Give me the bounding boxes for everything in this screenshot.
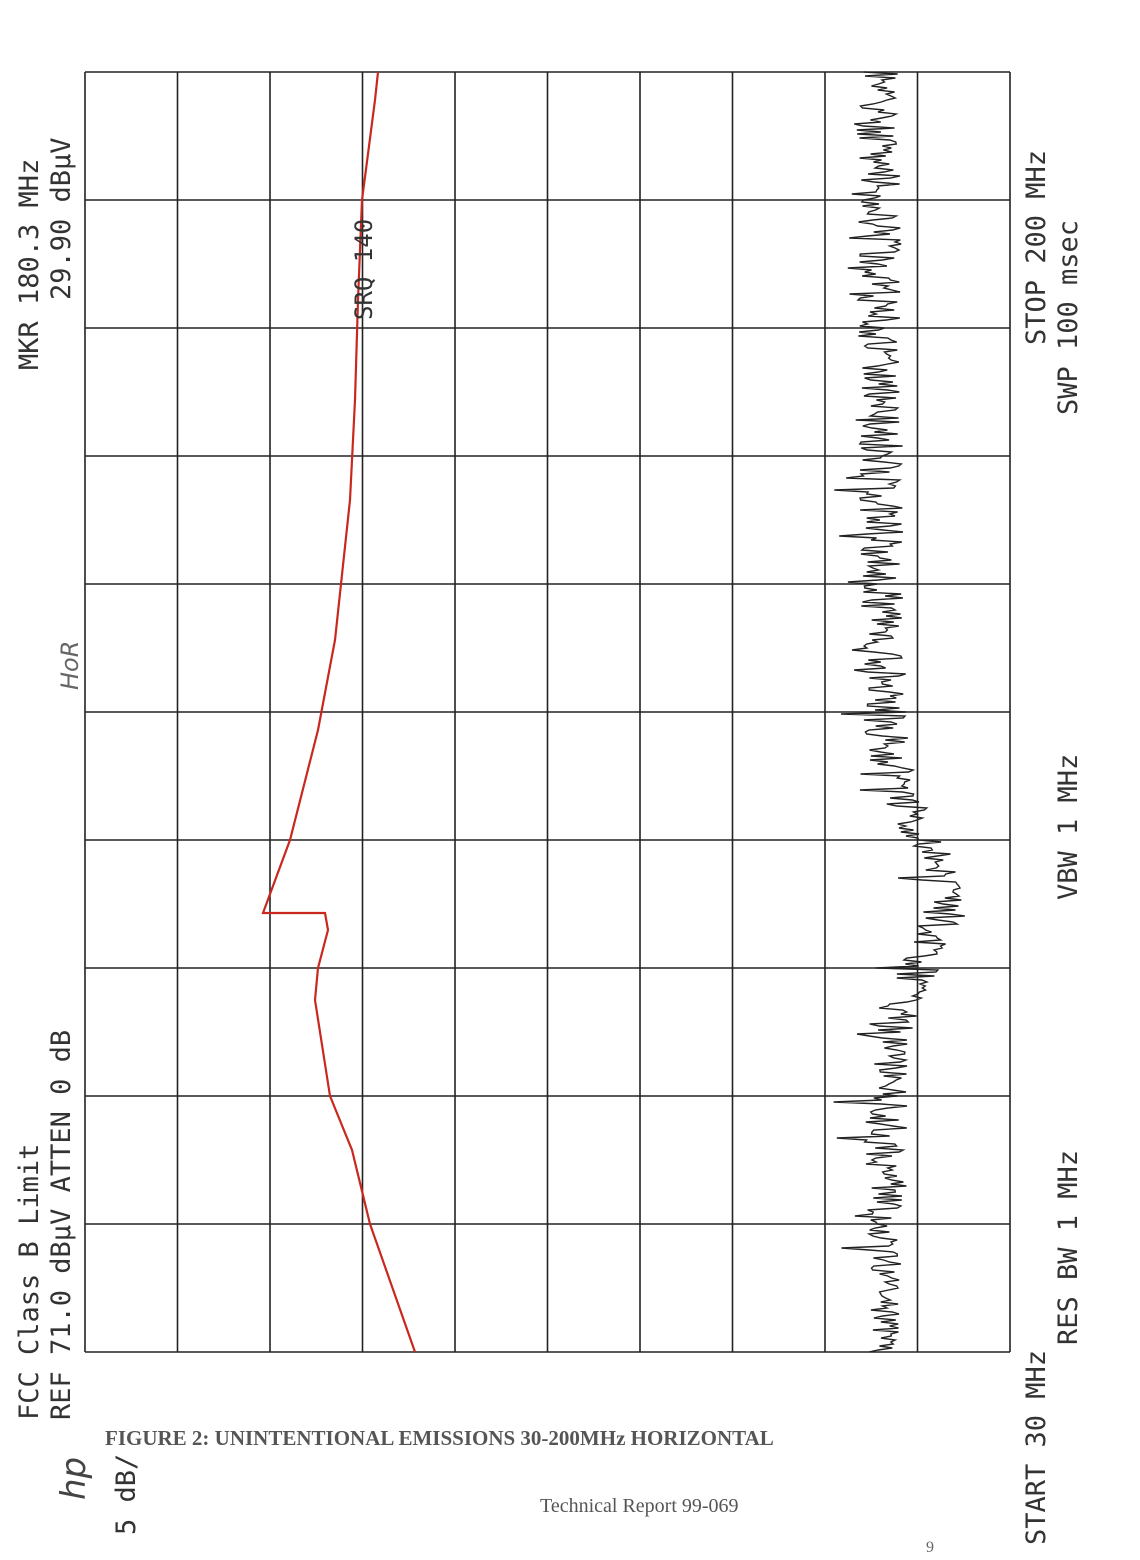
limit-line <box>261 71 417 1353</box>
figure-caption: FIGURE 2: UNINTENTIONAL EMISSIONS 30-200… <box>105 1426 774 1450</box>
emission-trace <box>833 71 965 1353</box>
marker-level: 29.90 dBµV <box>46 137 77 300</box>
sweep-label: SWP 100 msec <box>1053 220 1084 415</box>
handwritten-logo: hp <box>54 1457 94 1500</box>
grid <box>84 71 1011 1353</box>
report-id: Technical Report 99-069 <box>540 1495 739 1517</box>
vbw-label: VBW 1 MHz <box>1053 754 1084 900</box>
header-left: REF 71.0 dBµV ATTEN 0 dB <box>46 1030 77 1420</box>
res-bw-label: RES BW 1 MHz <box>1053 1150 1084 1345</box>
srq-label: SRQ 140 <box>350 219 378 320</box>
marker-frequency: MKR 180.3 MHz <box>14 159 45 370</box>
page-number: 9 <box>926 1539 934 1556</box>
start-label: START 30 MHz <box>1021 1350 1052 1545</box>
scale-label: 5 dB/ <box>111 1454 142 1535</box>
handwritten-note: HoR <box>56 641 84 690</box>
stop-label: STOP 200 MHz <box>1021 150 1052 345</box>
header-left: FCC Class B Limit <box>14 1144 45 1420</box>
